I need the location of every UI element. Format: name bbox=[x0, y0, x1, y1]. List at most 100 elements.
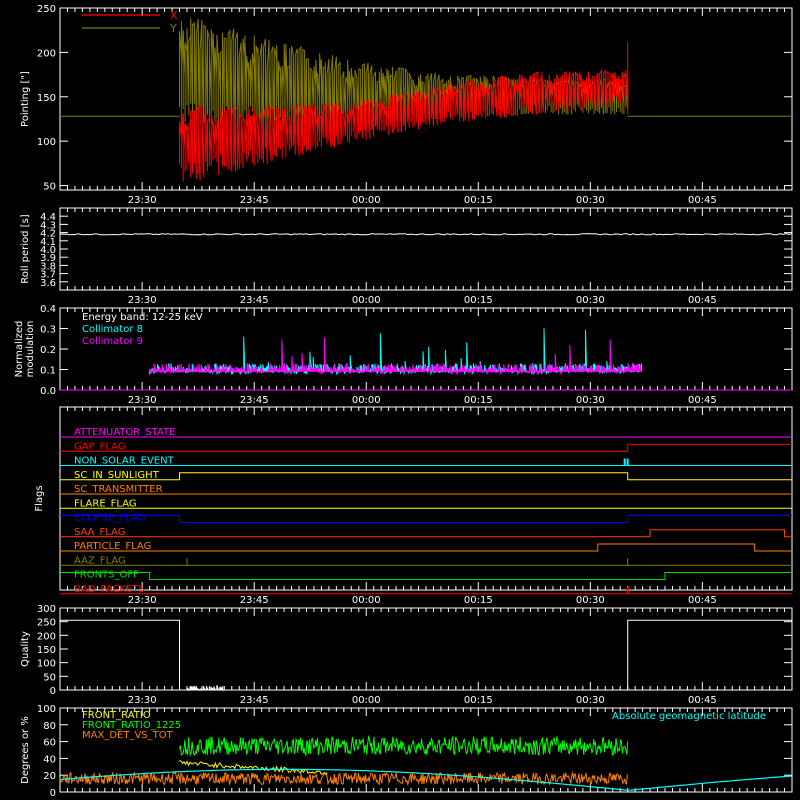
x-tick-label: 00:45 bbox=[688, 595, 717, 606]
y-tick-label: 0.0 bbox=[40, 386, 56, 397]
x-tick-label: 00:00 bbox=[352, 695, 381, 706]
series-line-max-det-vs-tot bbox=[59, 771, 628, 787]
series-line-collimator-9 bbox=[149, 337, 642, 376]
y-tick-label: 200 bbox=[37, 48, 56, 59]
x-tick-label: 00:15 bbox=[464, 395, 493, 406]
flag-label: ECLIPSE_FLAG bbox=[74, 513, 145, 524]
series-line-quality bbox=[60, 619, 792, 691]
x-tick-label: 00:30 bbox=[576, 695, 605, 706]
x-tick-label: 00:30 bbox=[576, 195, 605, 206]
x-tick-label: 00:45 bbox=[688, 295, 717, 306]
y-tick-label: 150 bbox=[37, 93, 56, 104]
flag-label: PARTICLE_FLAG bbox=[74, 541, 151, 552]
y-axis-label: Pointing ["] bbox=[20, 71, 31, 127]
y-tick-label: 100 bbox=[37, 659, 56, 670]
series-line-geomagnetic-latitude bbox=[59, 768, 793, 791]
panel-quality: 23:30 23:45 00:00 00:15 00:30 00:45 0 50 100 150 2… bbox=[20, 604, 793, 706]
x-tick-label: 00:45 bbox=[688, 195, 717, 206]
x-tick-label: 00:45 bbox=[688, 695, 717, 706]
y-axis-label: Flags bbox=[34, 485, 45, 511]
y-tick-label: 40 bbox=[43, 754, 56, 765]
y-tick-label: 3.7 bbox=[40, 270, 56, 281]
y-tick-label: 0.2 bbox=[40, 345, 56, 356]
flag-label: GAP_FLAG bbox=[74, 441, 126, 452]
panel-pointing: 23:30 23:45 00:00 00:15 00:30 00:45 50 100 150 20… bbox=[20, 4, 793, 206]
flag-trace bbox=[60, 443, 792, 452]
flag-label: SAA_FLAG bbox=[74, 527, 125, 538]
y-tick-label: 80 bbox=[43, 721, 56, 732]
flag-trace bbox=[60, 572, 792, 580]
flag-trace bbox=[60, 543, 792, 552]
x-tick-label: 00:00 bbox=[352, 295, 381, 306]
y-tick-label: 50 bbox=[43, 672, 56, 683]
panel-roll: 23:30 23:45 00:00 00:15 00:30 00:45 3.63.73.83… bbox=[20, 207, 793, 306]
y-tick-label: 300 bbox=[37, 604, 56, 615]
x-tick-label: 00:30 bbox=[576, 395, 605, 406]
x-tick-label: 23:30 bbox=[128, 695, 157, 706]
x-tick-label: 00:00 bbox=[352, 595, 381, 606]
legend-entry: Absolute geomagnetic latitude bbox=[612, 711, 766, 722]
x-tick-label: 23:30 bbox=[128, 195, 157, 206]
y-tick-label: 0.1 bbox=[40, 366, 56, 377]
plot-frame bbox=[59, 207, 793, 291]
x-tick-label: 23:45 bbox=[240, 395, 269, 406]
y-tick-label: 4.1 bbox=[40, 237, 56, 248]
panel-geomag: 0 20 40 60 80 100 Degrees or % FRONT_RATIOFRONT… bbox=[20, 704, 793, 799]
y-tick-label: 4.2 bbox=[40, 229, 56, 240]
y-tick-label: 0 bbox=[50, 788, 56, 799]
y-axis-label: Quality bbox=[20, 631, 31, 667]
y-tick-label: 4.3 bbox=[40, 220, 56, 231]
y-tick-label: 100 bbox=[37, 704, 56, 715]
x-tick-label: 23:45 bbox=[240, 195, 269, 206]
panel-modulation: 23:30 23:45 00:00 00:15 00:30 00:45 0.0 0.1 0.2 0… bbox=[14, 304, 793, 406]
flag-label: FLARE_FLAG bbox=[74, 498, 137, 509]
y-tick-label: 3.6 bbox=[40, 278, 56, 289]
y-tick-label: 3.9 bbox=[40, 253, 56, 264]
x-tick-label: 00:00 bbox=[352, 395, 381, 406]
y-axis-label: modulation bbox=[25, 321, 36, 378]
y-tick-label: 250 bbox=[37, 618, 56, 629]
y-tick-label: 4.0 bbox=[40, 245, 56, 256]
x-tick-label: 00:15 bbox=[464, 295, 493, 306]
flag-label: AAZ_FLAG bbox=[74, 555, 126, 566]
flag-label: BAD_PACKETS bbox=[74, 584, 145, 595]
legend-entry: Collimator 9 bbox=[82, 336, 143, 347]
series-line-collimator-8 bbox=[149, 328, 642, 376]
x-tick-label: 00:15 bbox=[464, 195, 493, 206]
y-tick-label: 4.4 bbox=[40, 212, 56, 223]
y-axis-label: Roll period [s] bbox=[20, 214, 31, 283]
legend-entry: FRONT_RATIO_1225 bbox=[82, 720, 181, 731]
legend-entry: X bbox=[170, 9, 178, 22]
legend-entry: FRONT_RATIO bbox=[82, 710, 151, 721]
flag-label: ATTENUATOR_STATE bbox=[74, 427, 175, 438]
x-tick-label: 23:30 bbox=[128, 595, 157, 606]
flag-label: NON_SOLAR_EVENT bbox=[74, 456, 175, 467]
legend-entry: Energy band: 12-25 keV bbox=[82, 312, 203, 323]
y-tick-label: 0 bbox=[50, 686, 56, 697]
x-tick-label: 00:45 bbox=[688, 395, 717, 406]
x-tick-label: 00:30 bbox=[576, 595, 605, 606]
series-line-x bbox=[179, 69, 629, 182]
y-tick-label: 250 bbox=[37, 4, 56, 15]
series-line-front-ratio bbox=[179, 760, 328, 776]
x-tick-label: 00:15 bbox=[464, 695, 493, 706]
x-tick-label: 23:45 bbox=[240, 595, 269, 606]
x-tick-label: 23:45 bbox=[240, 295, 269, 306]
legend-entry: MAX_DET_VS_TOT bbox=[82, 730, 174, 741]
series-line-quality-bursts bbox=[186, 685, 224, 692]
y-tick-label: 200 bbox=[37, 631, 56, 642]
flag-label: FRONTS_OFF bbox=[74, 570, 139, 581]
legend-entry: Collimator 8 bbox=[82, 324, 143, 335]
y-axis-label: Normalized bbox=[14, 321, 25, 378]
flag-label: SC_IN_SUNLIGHT bbox=[74, 470, 160, 481]
y-tick-label: 150 bbox=[37, 645, 56, 656]
x-tick-label: 23:45 bbox=[240, 695, 269, 706]
x-tick-label: 23:30 bbox=[128, 395, 157, 406]
flag-trace bbox=[60, 472, 792, 481]
x-tick-label: 00:00 bbox=[352, 195, 381, 206]
y-tick-label: 0.3 bbox=[40, 325, 56, 336]
flag-trace bbox=[60, 515, 792, 523]
legend-entry: Y bbox=[169, 22, 177, 35]
y-axis-label: Degrees or % bbox=[20, 716, 31, 784]
panel-flags: 23:30 23:45 00:00 00:15 00:30 00:45 Flags ATTEN… bbox=[34, 406, 793, 606]
